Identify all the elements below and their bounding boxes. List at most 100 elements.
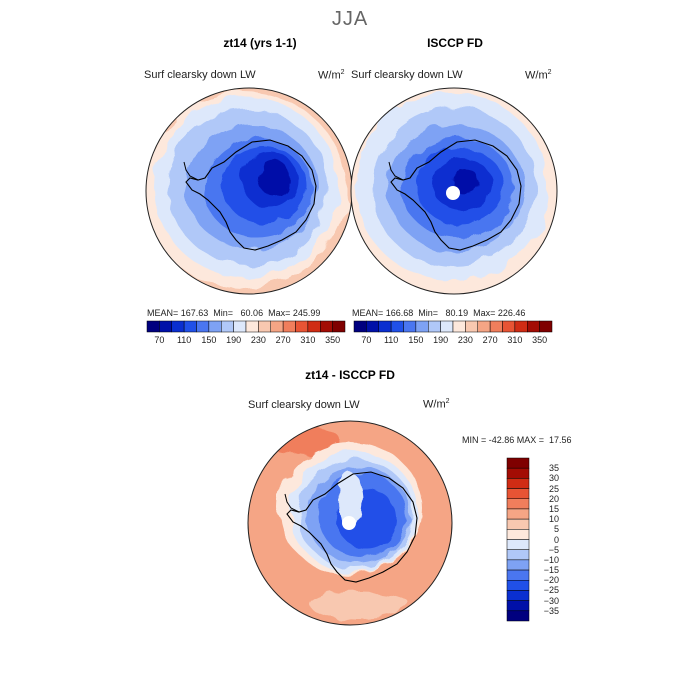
diff-colorbar-swatch-1	[506, 467, 530, 479]
diff-colorbar-tick-label: 0	[553, 534, 559, 545]
obs-colorbar-tick-label: 70	[361, 335, 372, 345]
diff-map-border	[247, 420, 453, 626]
diff-colorbar-swatch-6	[506, 518, 530, 530]
obs-colorbar-swatch-14	[527, 320, 540, 333]
diff-colorbar-tick-label: −30	[543, 595, 559, 606]
obs-colorbar-tick-label: 110	[383, 335, 399, 345]
obs-colorbar	[353, 320, 553, 333]
obs-colorbar-swatch-7	[440, 320, 454, 333]
model-colorbar-swatch-10	[270, 320, 284, 333]
diff-colorbar-swatch-10	[506, 559, 530, 571]
model-colorbar-swatch-5	[208, 320, 222, 333]
obs-pole-hole	[446, 186, 460, 200]
diff-colorbar-tick-label: −10	[543, 554, 559, 565]
model-colorbar-swatch-15	[332, 320, 346, 333]
obs-units-label: W/m2	[525, 69, 552, 82]
model-colorbar-swatch-12	[295, 320, 309, 333]
obs-colorbar-swatch-8	[452, 320, 466, 333]
model-colorbar-swatch-0	[146, 320, 160, 333]
model-colorbar-swatch-4	[196, 320, 210, 333]
model-colorbar-swatch-14	[320, 320, 333, 333]
model-peninsula	[183, 161, 199, 181]
diff-colorbar-swatch-9	[506, 549, 530, 561]
obs-colorbar-swatch-11	[489, 320, 503, 333]
diff-colorbar-swatch-8	[506, 539, 530, 550]
obs-colorbar-swatch-2	[378, 320, 392, 333]
model-variable-label: Surf clearsky down LW	[144, 69, 256, 81]
diff-colorbar-tick-label: 20	[548, 493, 559, 504]
diff-colorbar-tick-label: −5	[548, 544, 559, 555]
model-map	[146, 88, 352, 294]
diff-map	[248, 421, 452, 625]
model-colorbar-swatch-8	[245, 320, 259, 333]
obs-band-7	[452, 170, 480, 194]
model-colorbar-swatch-7	[233, 320, 247, 333]
diff-panel-title: zt14 - ISCCP FD	[305, 368, 395, 382]
obs-panel-title: ISCCP FD	[427, 36, 483, 50]
obs-colorbar-swatch-10	[477, 320, 491, 333]
obs-colorbar-swatch-1	[366, 320, 379, 333]
diff-colorbar-tick-label: 15	[548, 503, 559, 514]
model-colorbar-tick-label: 230	[250, 335, 266, 345]
obs-colorbar-swatch-0	[353, 320, 367, 333]
model-panel-title: zt14 (yrs 1-1)	[223, 36, 297, 50]
model-colorbar-tick-label: 150	[201, 335, 217, 345]
diff-peninsula	[284, 493, 300, 513]
diff-units-label: W/m2	[423, 398, 450, 411]
obs-variable-label: Surf clearsky down LW	[351, 69, 463, 81]
obs-peninsula	[388, 161, 404, 181]
diff-warm-patch-2	[310, 591, 410, 619]
diff-colorbar	[506, 457, 530, 622]
obs-colorbar-tick-label: 310	[507, 335, 523, 345]
diff-colorbar-tick-label: 5	[553, 524, 559, 535]
obs-coastline	[390, 139, 522, 251]
diff-colorbar-tick-label: 35	[548, 463, 559, 474]
diff-colorbar-tick-label: 25	[548, 483, 559, 494]
diff-stats: MIN = -42.86 MAX = 17.56	[462, 435, 572, 445]
obs-colorbar-tick-label: 270	[482, 335, 498, 345]
diff-colorbar-tick-label: −25	[543, 585, 559, 596]
diff-colorbar-tick-label: −35	[543, 605, 559, 616]
obs-colorbar-swatch-5	[415, 320, 429, 333]
obs-colorbar-tick-label: 150	[408, 335, 424, 345]
diff-colorbar-swatch-3	[506, 488, 530, 499]
diff-coastline	[286, 471, 418, 583]
obs-colorbar-tick-label: 230	[457, 335, 473, 345]
model-colorbar-swatch-11	[282, 320, 296, 333]
model-colorbar-tick-label: 270	[275, 335, 291, 345]
model-colorbar-tick-label: 190	[226, 335, 242, 345]
diff-pole-hole	[342, 516, 356, 530]
model-colorbar	[146, 320, 346, 333]
model-units-label: W/m2	[318, 69, 345, 82]
obs-colorbar-tick-label: 190	[433, 335, 449, 345]
obs-map-border	[350, 87, 558, 295]
model-colorbar-swatch-9	[258, 320, 271, 333]
diff-colorbar-swatch-12	[506, 580, 530, 591]
obs-map	[351, 88, 557, 294]
model-colorbar-swatch-1	[159, 320, 172, 333]
diff-colorbar-swatch-5	[506, 508, 530, 520]
obs-colorbar-swatch-12	[502, 320, 516, 333]
model-colorbar-swatch-13	[307, 320, 321, 333]
figure-title: JJA	[331, 8, 369, 30]
model-coastline	[185, 139, 317, 251]
model-colorbar-swatch-3	[183, 320, 197, 333]
model-colorbar-swatch-6	[221, 320, 234, 333]
diff-colorbar-tick-label: −20	[543, 575, 559, 586]
model-band-7	[258, 160, 290, 196]
obs-colorbar-swatch-4	[403, 320, 417, 333]
diff-colorbar-swatch-11	[506, 569, 530, 581]
obs-colorbar-swatch-15	[539, 320, 553, 333]
model-colorbar-tick-label: 70	[154, 335, 165, 345]
diff-colorbar-swatch-7	[506, 529, 530, 540]
diff-colorbar-swatch-0	[506, 457, 530, 469]
obs-colorbar-swatch-9	[465, 320, 478, 333]
model-colorbar-tick-label: 110	[176, 335, 192, 345]
obs-stats: MEAN= 166.68 Min= 80.19 Max= 226.46	[352, 308, 526, 318]
diff-colorbar-swatch-15	[506, 610, 530, 622]
diff-variable-label: Surf clearsky down LW	[248, 399, 360, 411]
obs-colorbar-swatch-6	[428, 320, 441, 333]
model-colorbar-tick-label: 350	[325, 335, 341, 345]
model-colorbar-tick-label: 310	[300, 335, 316, 345]
